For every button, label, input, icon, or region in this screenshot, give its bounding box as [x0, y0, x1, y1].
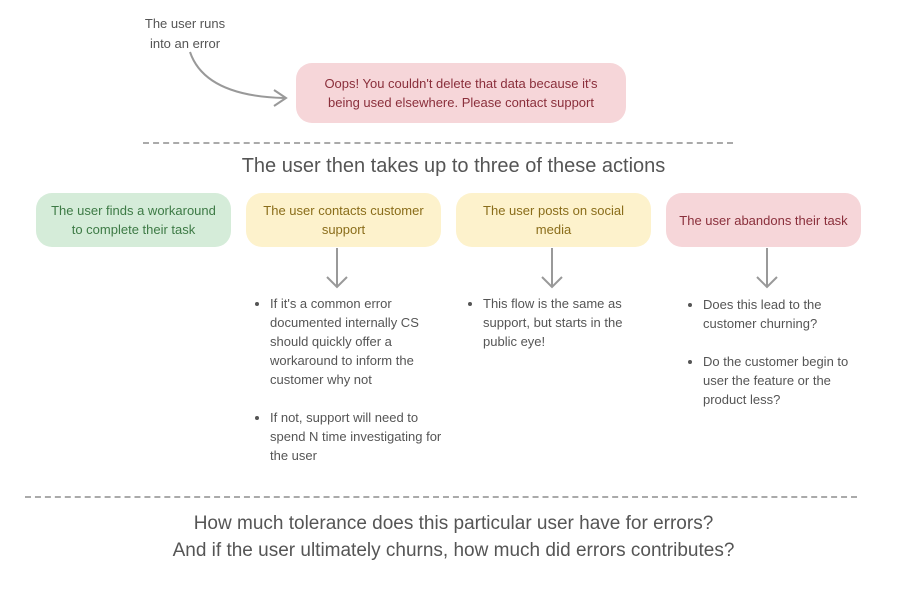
bullet-item: Do the customer begin to user the featur…	[703, 352, 863, 409]
closing-line: How much tolerance does this particular …	[193, 513, 714, 534]
action-social-media: The user posts on social media	[456, 193, 651, 247]
divider	[143, 142, 733, 144]
action-abandon: The user abandons their task	[666, 193, 861, 247]
action-workaround: The user finds a workaround to complete …	[36, 193, 231, 247]
divider	[25, 496, 857, 498]
bullet-item: If not, support will need to spend N tim…	[270, 408, 442, 465]
note-line: The user runs	[144, 16, 226, 31]
bullet-item: This flow is the same as support, but st…	[483, 294, 648, 351]
error-message-box: Oops! You couldn't delete that data beca…	[296, 63, 626, 123]
arrow-down-icon	[756, 248, 778, 289]
annotation-note: The user runs into an error	[130, 14, 240, 54]
social-bullets: This flow is the same as support, but st…	[469, 294, 648, 370]
arrow-down-icon	[541, 248, 563, 289]
section-title: The user then takes up to three of these…	[241, 155, 666, 177]
closing-line: And if the user ultimately churns, how m…	[172, 540, 735, 561]
arrow-down-icon	[326, 248, 348, 289]
support-bullets: If it's a common error documented intern…	[256, 294, 442, 484]
bullet-item: Does this lead to the customer churning?	[703, 295, 863, 333]
closing-questions: How much tolerance does this particular …	[0, 510, 907, 564]
abandon-bullets: Does this lead to the customer churning?…	[689, 295, 863, 428]
note-line: into an error	[149, 36, 221, 51]
bullet-item: If it's a common error documented intern…	[270, 294, 442, 389]
curved-arrow-icon	[189, 51, 288, 107]
action-contact-support: The user contacts customer support	[246, 193, 441, 247]
